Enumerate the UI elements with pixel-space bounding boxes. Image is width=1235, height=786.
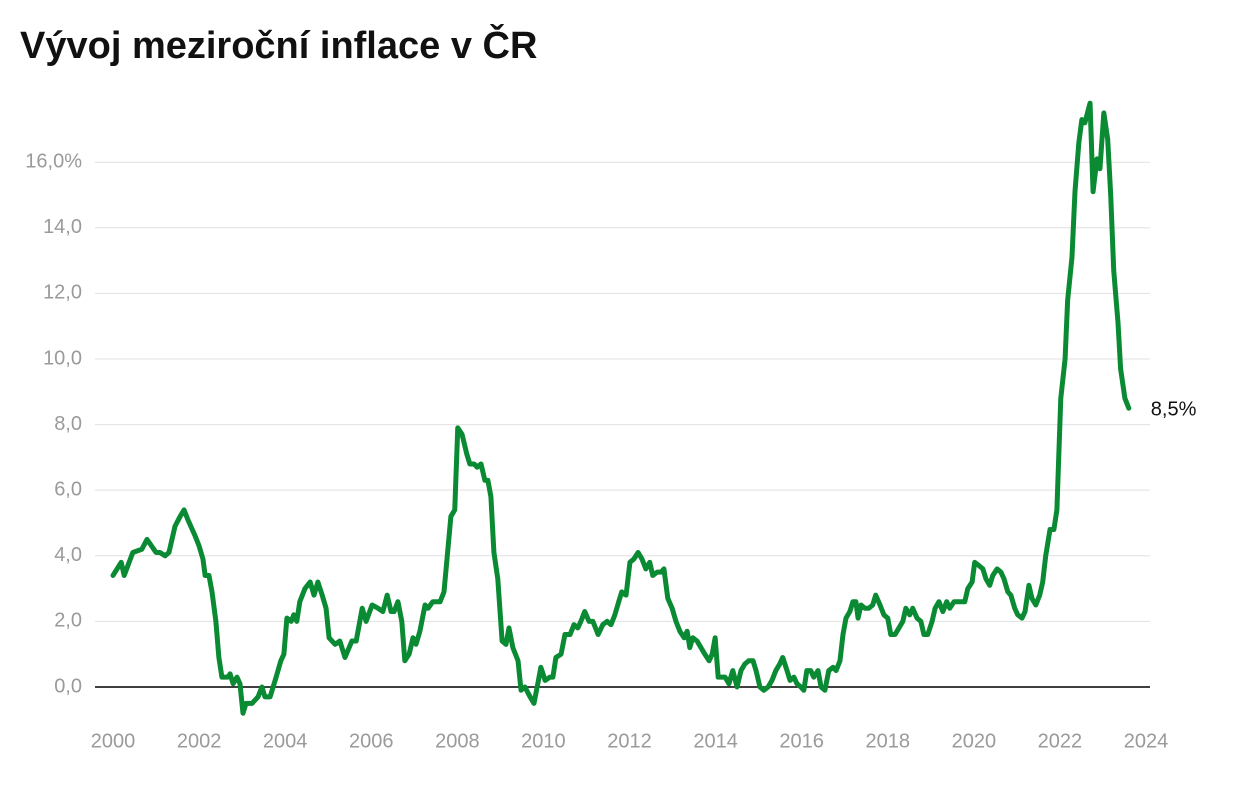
x-tick-label: 2016 — [779, 730, 824, 752]
y-tick-label: 16,0% — [25, 150, 82, 172]
x-tick-label: 2004 — [263, 730, 308, 752]
end-label: 8,5% — [1151, 398, 1197, 420]
x-tick-label: 2014 — [693, 730, 738, 752]
y-tick-label: 0,0 — [54, 675, 82, 697]
y-tick-label: 8,0 — [54, 413, 82, 435]
y-tick-label: 10,0 — [43, 347, 82, 369]
x-tick-label: 2024 — [1124, 730, 1169, 752]
y-tick-label: 6,0 — [54, 478, 82, 500]
x-tick-label: 2006 — [349, 730, 394, 752]
y-tick-label: 2,0 — [54, 610, 82, 632]
x-tick-label: 2022 — [1038, 730, 1083, 752]
x-tick-label: 2018 — [866, 730, 911, 752]
y-tick-label: 4,0 — [54, 544, 82, 566]
y-tick-label: 12,0 — [43, 282, 82, 304]
chart-title: Vývoj meziroční inflace v ČR — [20, 22, 537, 67]
inflation-line — [110, 100, 1132, 716]
x-tick-label: 2012 — [607, 730, 652, 752]
x-tick-label: 2008 — [435, 730, 480, 752]
x-tick-label: 2000 — [91, 730, 136, 752]
x-tick-label: 2020 — [952, 730, 997, 752]
x-tick-label: 2010 — [521, 730, 566, 752]
x-tick-label: 2002 — [177, 730, 222, 752]
y-tick-label: 14,0 — [43, 216, 82, 238]
